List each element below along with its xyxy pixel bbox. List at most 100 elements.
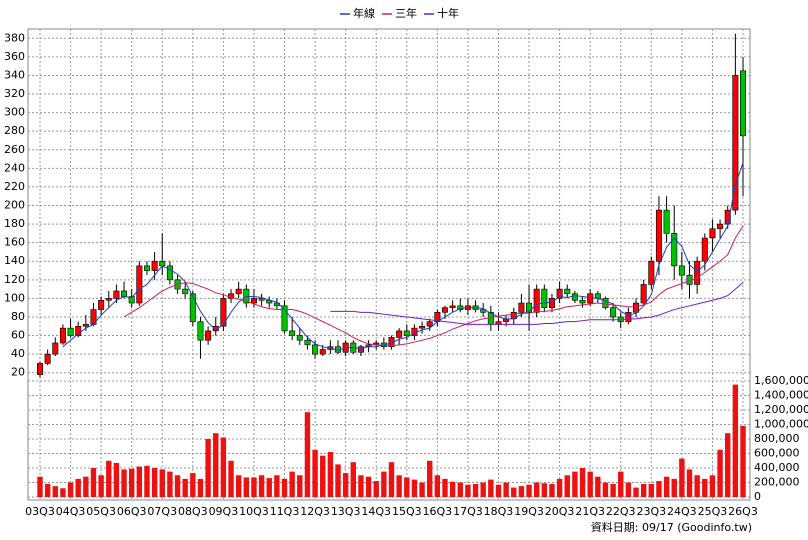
volume-bar	[373, 481, 379, 497]
volume-bar	[350, 462, 356, 497]
volume-bar	[327, 452, 334, 497]
x-tick-label: 24Q3	[667, 505, 697, 518]
volume-bar	[52, 486, 58, 497]
candle-body	[105, 298, 112, 301]
volume-bar	[640, 483, 647, 497]
x-tick-label: 26Q3	[728, 505, 758, 518]
y2-tick-label: 800,000	[754, 432, 800, 445]
ma-line	[123, 225, 744, 347]
volume-bar	[495, 484, 502, 497]
volume-bar	[602, 482, 609, 497]
candle-body	[579, 299, 586, 304]
candle-body	[709, 228, 716, 239]
volume-bar	[541, 483, 548, 497]
x-tick-label: 23Q3	[636, 505, 666, 518]
volume-bar	[44, 483, 51, 497]
candle-body	[541, 288, 548, 308]
y-tick-label: 300	[4, 106, 25, 119]
candle-body	[518, 302, 525, 313]
x-tick-label: 11Q3	[270, 505, 300, 518]
y2-tick-label: 1,600,000	[754, 374, 808, 387]
volume-bar	[686, 469, 693, 497]
y-tick-label: 80	[11, 310, 25, 323]
legend-label: 年線	[353, 6, 375, 20]
volume-bar	[358, 475, 364, 497]
candle-body	[640, 284, 647, 304]
volume-bar	[702, 478, 708, 497]
volume-bar	[320, 455, 326, 497]
candle-body	[136, 265, 143, 304]
candle-body	[694, 260, 701, 285]
volume-bar	[419, 482, 425, 497]
volume-bar	[618, 471, 624, 497]
candle-body	[655, 209, 662, 262]
y-tick-label: 60	[11, 329, 25, 342]
x-tick-label: 13Q3	[331, 505, 361, 518]
volume-bar	[106, 460, 112, 497]
candle-body	[197, 321, 204, 341]
candle-body	[426, 321, 433, 327]
y-tick-label: 240	[4, 161, 25, 174]
candle-body	[44, 353, 51, 364]
x-tick-label: 04Q3	[56, 505, 86, 518]
volume-bar	[694, 475, 700, 497]
volume-bar	[167, 471, 173, 497]
y2-tick-label: 400,000	[754, 461, 800, 474]
volume-bar	[396, 475, 402, 497]
x-tick-label: 20Q3	[545, 505, 575, 518]
x-tick-label: 16Q3	[423, 505, 453, 518]
x-tick-label: 07Q3	[147, 505, 177, 518]
volume-bar	[297, 475, 303, 497]
volume-bar	[113, 462, 120, 497]
volume-bar	[274, 475, 280, 497]
candle-body	[67, 327, 74, 336]
volume-bar	[587, 471, 593, 497]
candle-body	[182, 288, 189, 295]
candle-body	[671, 233, 678, 267]
volume-bar	[388, 462, 395, 497]
volume-bar	[342, 473, 349, 497]
volume-bar	[197, 478, 204, 497]
volume-bar	[526, 484, 532, 497]
y2-tick-label: 600,000	[754, 447, 800, 460]
volume-bar	[556, 478, 563, 497]
volume-bar	[472, 483, 479, 497]
candle-body	[151, 260, 158, 271]
volume-bar	[213, 433, 219, 497]
volume-bar	[633, 487, 639, 497]
volume-bar	[671, 478, 677, 497]
candle-body	[304, 339, 311, 346]
candle-body	[128, 296, 135, 304]
volume-bar	[533, 482, 540, 497]
volume-bar	[37, 476, 43, 497]
volume-bar	[335, 464, 341, 497]
x-tick-label: 10Q3	[239, 505, 269, 518]
volume-bar	[289, 471, 295, 497]
y-tick-label: 100	[4, 291, 25, 304]
candle-body	[75, 325, 82, 336]
candle-body	[648, 260, 655, 285]
volume-bar	[442, 478, 448, 497]
candle-body	[143, 265, 150, 271]
candle-body	[449, 305, 456, 308]
candle-body	[587, 293, 594, 304]
x-tick-label: 12Q3	[300, 505, 330, 518]
volume-bar	[90, 468, 97, 497]
volume-bar	[365, 476, 372, 497]
candle-body	[403, 330, 410, 336]
volume-bar	[648, 483, 655, 497]
y-tick-label: 40	[11, 347, 25, 360]
candle-body	[678, 265, 685, 276]
volume-bar	[381, 471, 387, 497]
candle-body	[633, 302, 640, 313]
y-tick-label: 120	[4, 273, 25, 286]
candle-body	[52, 342, 59, 355]
candle-body	[113, 290, 120, 299]
volume-bar	[427, 460, 433, 497]
volume-bar	[488, 479, 494, 497]
candle-body	[166, 265, 173, 281]
candle-body	[250, 298, 257, 304]
volume-bar	[220, 437, 227, 497]
volume-bar	[60, 488, 66, 497]
